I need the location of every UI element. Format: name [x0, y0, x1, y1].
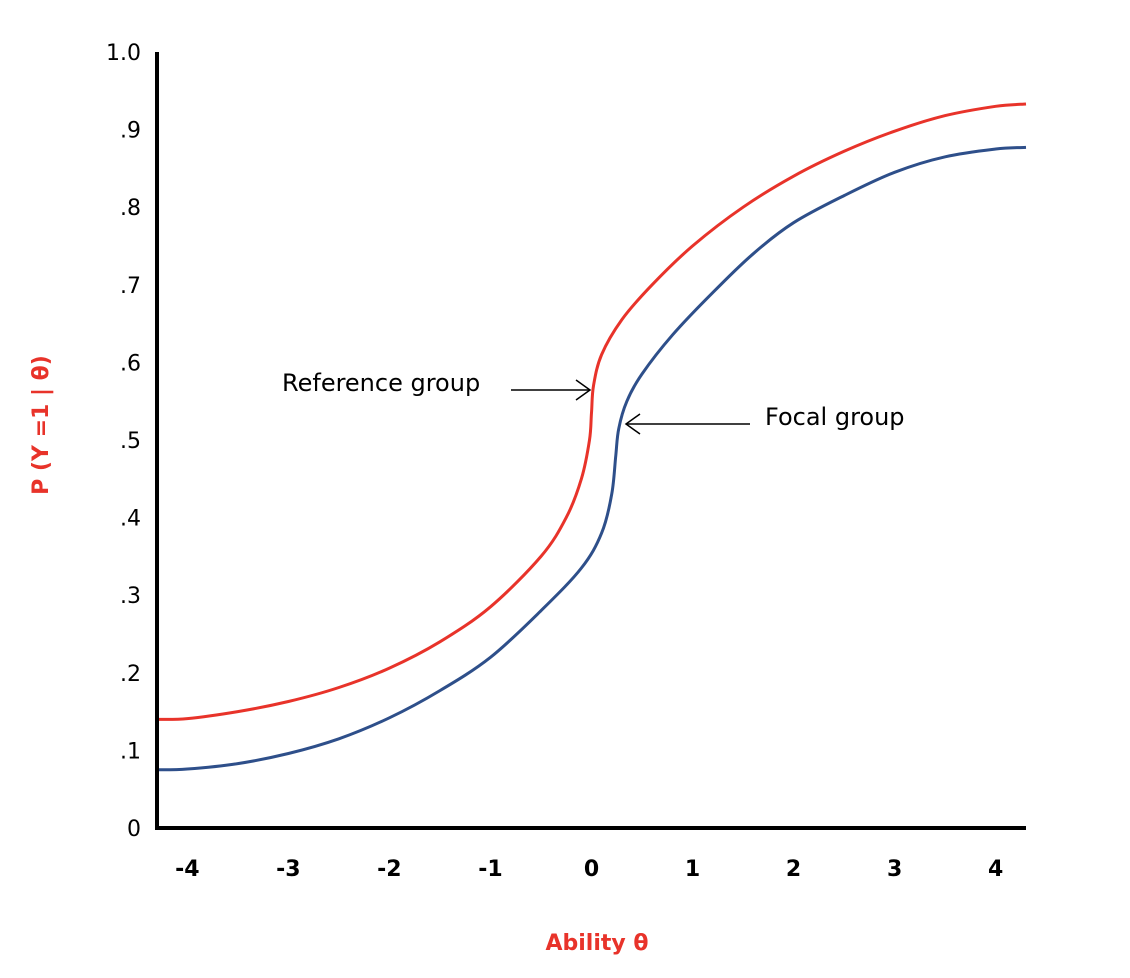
focal-group-arrow: [624, 413, 750, 435]
y-tick-label: .1: [120, 739, 141, 764]
y-tick-label: .2: [120, 662, 141, 687]
reference-group-arrow: [511, 379, 592, 401]
x-tick-labels: -4 -3 -2 -1 0 1 2 3 4: [175, 857, 1003, 882]
y-tick-label: .3: [120, 584, 141, 609]
y-tick-label: 0: [127, 817, 141, 842]
x-tick-label: 1: [685, 857, 700, 882]
focal-group-curve: [156, 145, 1027, 772]
y-tick-label: .6: [120, 351, 141, 376]
y-axis-title: P (Y =1 | θ): [29, 355, 54, 495]
curves: [156, 102, 1027, 772]
y-tick-label: .7: [120, 274, 141, 299]
x-tick-label: -1: [478, 857, 502, 882]
x-tick-label: 4: [988, 857, 1003, 882]
x-tick-label: 2: [786, 857, 801, 882]
x-axis-title: Ability θ: [545, 931, 648, 956]
y-tick-label: .9: [120, 119, 141, 144]
y-tick-label: .8: [120, 196, 141, 221]
y-tick-label: .5: [120, 429, 141, 454]
focal-group-label: Focal group: [765, 403, 905, 431]
x-tick-label: -4: [175, 857, 199, 882]
y-tick-label: .4: [120, 507, 141, 532]
x-tick-label: -2: [377, 857, 401, 882]
reference-group-label: Reference group: [282, 369, 480, 397]
x-tick-label: -3: [276, 857, 300, 882]
y-tick-label: 1.0: [106, 41, 141, 66]
y-tick-labels: 0 .1 .2 .3 .4 .5 .6 .7 .8 .9 1.0: [106, 41, 141, 842]
reference-group-curve: [156, 102, 1027, 721]
x-tick-label: 0: [584, 857, 599, 882]
x-tick-label: 3: [887, 857, 902, 882]
